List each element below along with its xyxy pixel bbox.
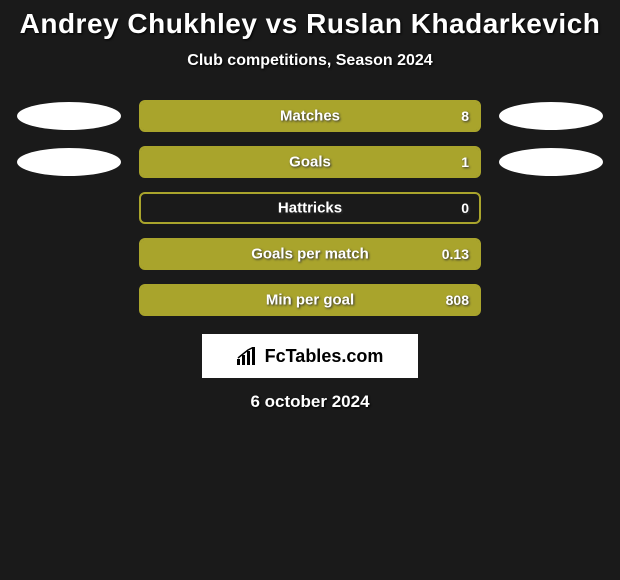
stat-bar: Hattricks 0 bbox=[139, 192, 481, 224]
chart-icon bbox=[237, 347, 259, 365]
stat-bar: Min per goal 808 bbox=[139, 284, 481, 316]
brand-logo: FcTables.com bbox=[202, 334, 418, 378]
stat-value: 1 bbox=[461, 154, 469, 170]
right-player-slot bbox=[481, 286, 611, 314]
stat-rows: Matches 8 Goals 1 Hattricks 0 Goals per match 0… bbox=[0, 100, 620, 316]
stat-row: Hattricks 0 bbox=[0, 192, 620, 224]
right-player-slot bbox=[481, 148, 611, 176]
stat-value: 0.13 bbox=[442, 246, 469, 262]
player-marker bbox=[499, 148, 603, 176]
stat-row: Goals per match 0.13 bbox=[0, 238, 620, 270]
left-player-slot bbox=[9, 148, 139, 176]
stat-label: Goals bbox=[289, 154, 331, 171]
subtitle: Club competitions, Season 2024 bbox=[0, 52, 620, 70]
player-marker bbox=[17, 148, 121, 176]
stat-bar: Goals per match 0.13 bbox=[139, 238, 481, 270]
left-player-slot bbox=[9, 286, 139, 314]
page-title: Andrey Chukhley vs Ruslan Khadarkevich bbox=[0, 8, 620, 40]
stat-row: Matches 8 bbox=[0, 100, 620, 132]
left-player-slot bbox=[9, 240, 139, 268]
stat-label: Goals per match bbox=[251, 246, 369, 263]
comparison-infographic: Andrey Chukhley vs Ruslan Khadarkevich C… bbox=[0, 0, 620, 412]
stat-row: Goals 1 bbox=[0, 146, 620, 178]
left-player-slot bbox=[9, 194, 139, 222]
brand-text: FcTables.com bbox=[265, 346, 384, 367]
stat-value: 0 bbox=[461, 200, 469, 216]
right-player-slot bbox=[481, 240, 611, 268]
left-player-slot bbox=[9, 102, 139, 130]
date-text: 6 october 2024 bbox=[0, 392, 620, 412]
player-marker bbox=[17, 102, 121, 130]
stat-value: 8 bbox=[461, 108, 469, 124]
player-marker bbox=[499, 102, 603, 130]
stat-label: Hattricks bbox=[278, 200, 342, 217]
right-player-slot bbox=[481, 194, 611, 222]
right-player-slot bbox=[481, 102, 611, 130]
stat-bar: Matches 8 bbox=[139, 100, 481, 132]
stat-row: Min per goal 808 bbox=[0, 284, 620, 316]
stat-value: 808 bbox=[446, 292, 469, 308]
stat-label: Min per goal bbox=[266, 292, 354, 309]
stat-label: Matches bbox=[280, 108, 340, 125]
stat-bar: Goals 1 bbox=[139, 146, 481, 178]
